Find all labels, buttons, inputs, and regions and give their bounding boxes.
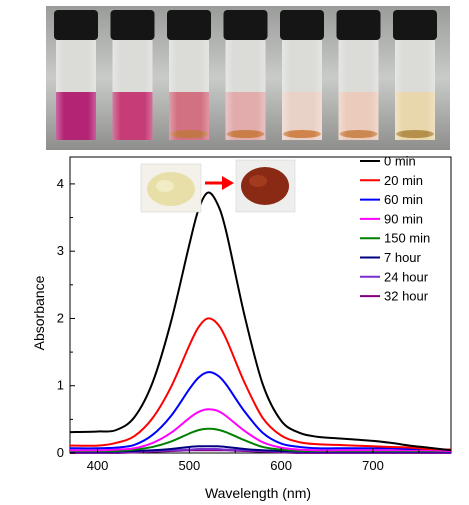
vial-highlight	[225, 40, 266, 140]
powder-before-highlight	[156, 180, 174, 192]
powder-after	[241, 167, 289, 205]
legend-label: 150 min	[384, 231, 430, 246]
y-axis-label: Absorbance	[31, 275, 47, 350]
vial	[167, 10, 211, 140]
series-lines	[69, 191, 452, 455]
x-tick-label: 600	[270, 458, 292, 473]
y-tick-label: 2	[57, 310, 64, 325]
powder-after-highlight	[249, 175, 267, 187]
vial	[336, 10, 381, 140]
legend-label: 60 min	[384, 192, 423, 207]
series-line	[69, 371, 452, 451]
vial-cap	[110, 10, 155, 40]
vial-cap	[54, 10, 98, 40]
y-tick-label: 4	[57, 176, 64, 191]
y-tick-label: 3	[57, 243, 64, 258]
vial	[280, 10, 324, 140]
vial	[393, 10, 437, 140]
vial-cap	[167, 10, 211, 40]
vial-highlight	[112, 40, 153, 140]
x-tick-label: 500	[178, 458, 200, 473]
legend-label: 0 min	[384, 154, 416, 169]
vial-highlight	[282, 40, 322, 140]
legend-label: 90 min	[384, 211, 423, 226]
vial	[54, 10, 98, 140]
axis-ticks: 400 500 600 700 0 1 2 3 4	[57, 176, 420, 473]
vial-highlight	[395, 40, 435, 140]
series-line	[69, 317, 452, 451]
vial-highlight	[338, 40, 379, 140]
series-line	[69, 408, 452, 452]
vial-cap	[223, 10, 268, 40]
y-tick-label: 1	[57, 378, 64, 393]
x-tick-label: 700	[362, 458, 384, 473]
series-line	[69, 191, 452, 452]
conversion-arrow-head	[222, 176, 234, 190]
powder-inset	[140, 159, 296, 213]
vial-cap	[336, 10, 381, 40]
vial	[223, 10, 268, 140]
vial-photo	[46, 6, 450, 150]
plot-border	[69, 156, 452, 454]
legend-label: 32 hour	[384, 289, 429, 304]
legend: 0 min 20 min 60 min 90 min 150 min 7 hour 24 h…	[360, 154, 430, 304]
legend-label: 7 hour	[384, 250, 422, 265]
vial-cap	[280, 10, 324, 40]
vial-highlight	[169, 40, 209, 140]
legend-label: 24 hour	[384, 269, 429, 284]
vial-highlight	[56, 40, 96, 140]
x-axis-label: Wavelength (nm)	[205, 485, 311, 501]
legend-label: 20 min	[384, 173, 423, 188]
plot-frame	[69, 156, 452, 454]
y-tick-label: 0	[57, 445, 64, 460]
vial-cap	[393, 10, 437, 40]
x-tick-label: 400	[87, 458, 109, 473]
vial	[110, 10, 155, 140]
